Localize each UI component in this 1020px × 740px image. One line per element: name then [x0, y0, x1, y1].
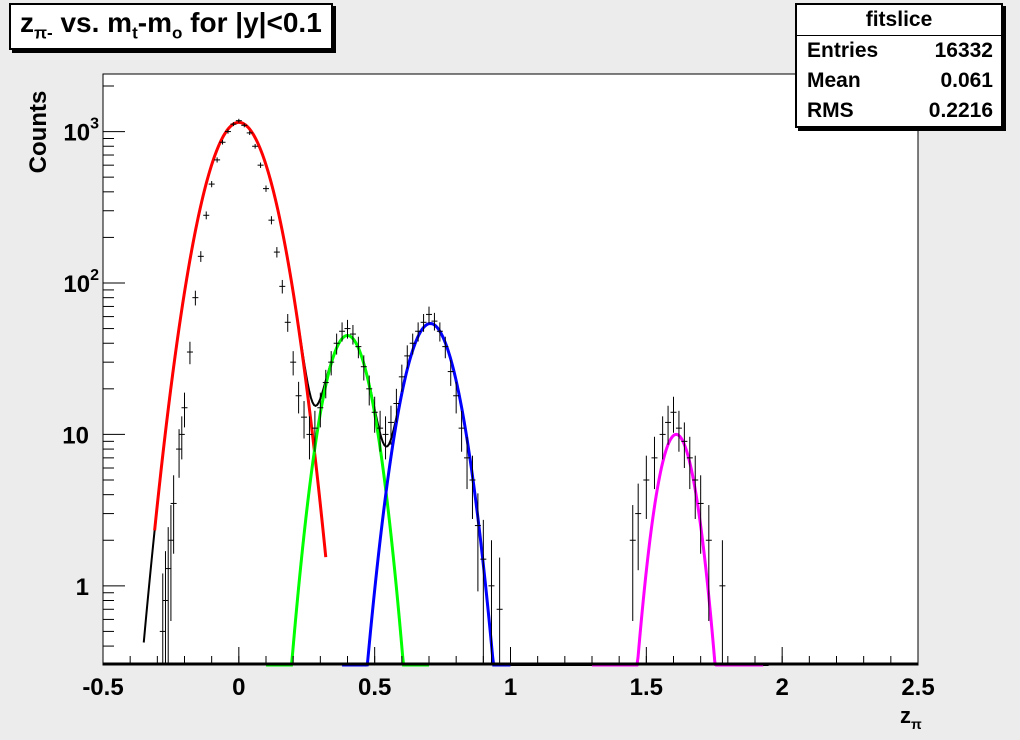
- stats-row-entries: Entries 16332: [797, 36, 1001, 66]
- stats-value: 16332: [934, 39, 993, 62]
- title-part-3: -m: [137, 7, 172, 38]
- plot-frame: [102, 73, 919, 666]
- chart-title: zπ- vs. mt-mo for |y|<0.1: [9, 3, 333, 50]
- x-tick-label: 1: [504, 674, 517, 701]
- x-axis-label-main: z: [900, 703, 911, 728]
- y-tick-label: 102: [63, 267, 99, 298]
- title-sub-2: t: [132, 23, 138, 43]
- x-axis-label-sub: π: [911, 716, 922, 732]
- stats-label: Mean: [807, 69, 861, 92]
- fit-line-3: [342, 322, 511, 667]
- title-sub-1: π-: [34, 23, 53, 43]
- y-tick-label: 1: [76, 574, 89, 601]
- stats-label: Entries: [807, 39, 879, 62]
- y-tick-label: 103: [63, 116, 99, 147]
- fit-line-1: [153, 120, 328, 558]
- y-axis-label: Counts: [25, 91, 52, 174]
- title-part-2: vs. m: [52, 7, 133, 38]
- stats-row-rms: RMS 0.2216: [797, 96, 1001, 126]
- x-tick-label: 2.5: [901, 674, 934, 701]
- title-part-4: for |y|<0.1: [182, 7, 322, 38]
- stats-title: fitslice: [797, 5, 1001, 36]
- title-part-1: z: [20, 7, 34, 38]
- x-tick-label: 1.5: [630, 674, 663, 701]
- stats-box: fitslice Entries 16332 Mean 0.061 RMS 0.221…: [795, 3, 1003, 128]
- stats-label: RMS: [807, 99, 854, 122]
- x-tick-label: -0.5: [82, 674, 123, 701]
- x-tick-label: 0: [232, 674, 245, 701]
- x-axis-label: zπ: [900, 703, 922, 732]
- y-tick-label: 10: [62, 422, 89, 449]
- x-tick-label: 0.5: [358, 674, 391, 701]
- stats-value: 0.2216: [928, 99, 993, 122]
- x-tick-label: 2: [775, 674, 788, 701]
- stats-value: 0.061: [940, 69, 993, 92]
- title-sub-3: o: [171, 23, 183, 43]
- stats-row-mean: Mean 0.061: [797, 66, 1001, 96]
